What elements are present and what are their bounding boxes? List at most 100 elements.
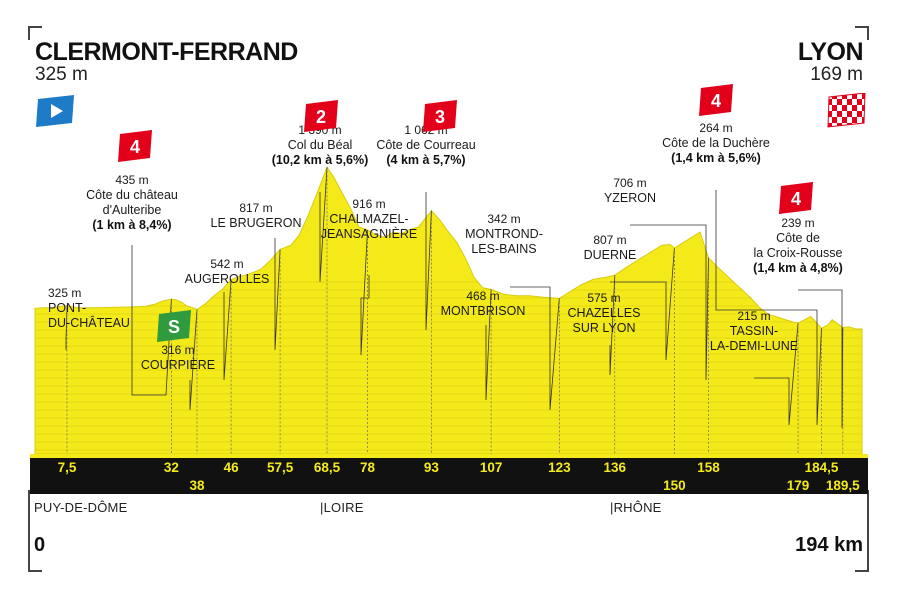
finish-checkered-flag-icon	[827, 93, 866, 128]
checker-square	[842, 93, 847, 99]
distance-tick-label: 7,5	[58, 460, 77, 475]
climb-detail: (4 km à 5,7%)	[386, 153, 465, 167]
checker-square	[857, 93, 862, 99]
finish-city: LYON	[797, 38, 864, 66]
checker-square	[828, 123, 832, 127]
waypoint-label-line: YZERON	[604, 191, 656, 205]
checker-square	[847, 117, 852, 123]
climb-category-number: 3	[435, 107, 445, 127]
department-puy-de-dome: PUY-DE-DÔME	[34, 500, 128, 515]
distance-tick-label: 68,5	[314, 460, 341, 475]
checker-square	[837, 123, 842, 127]
checker-square	[862, 99, 865, 105]
checker-square	[857, 117, 862, 123]
waypoint-leader-line	[189, 309, 198, 411]
waypoint-label-line: SUR LYON	[573, 321, 636, 335]
waypoint-leader-line	[223, 279, 232, 381]
checker-square	[847, 111, 852, 117]
frame-left-top	[28, 26, 30, 40]
waypoint-label-line: 316 m	[161, 343, 194, 357]
checker-square	[852, 93, 857, 99]
department-rhone: |RHÔNE	[610, 500, 662, 515]
waypoint-label-line: 435 m	[115, 173, 148, 187]
waypoint-label-line: la Croix-Rousse	[754, 246, 843, 260]
waypoint-label-line: 342 m	[487, 212, 520, 226]
waypoint-label-line: COURPIÈRE	[141, 357, 215, 372]
checker-square	[852, 117, 857, 123]
checker-square	[842, 105, 847, 111]
climb-flag-shape	[779, 182, 813, 214]
sprint-S-icon: S	[157, 310, 191, 342]
climb-category-number: 4	[791, 189, 801, 209]
waypoint-label-line: d'Aulteribe	[103, 203, 162, 217]
waypoint-label-line: 468 m	[466, 289, 499, 303]
waypoint-label-line: 817 m	[239, 201, 272, 215]
waypoint-leader-line	[609, 275, 616, 376]
checker-square	[842, 99, 847, 105]
department-loire-label: LOIRE	[323, 500, 364, 515]
waypoint-label-line: TASSIN-	[730, 324, 778, 338]
finish-altitude: 169 m	[810, 64, 863, 85]
checker-square	[862, 111, 865, 117]
frame-top-right	[855, 26, 869, 28]
distance-tick-label: 32	[164, 460, 179, 475]
waypoint-leader-line	[610, 247, 675, 361]
waypoint-leader-line	[485, 289, 492, 401]
frame-right	[867, 490, 869, 572]
climb-detail: (1 km à 8,4%)	[92, 218, 171, 232]
department-loire: |LOIRE	[320, 500, 364, 515]
distance-tick-label: 184,5	[805, 460, 839, 475]
waypoint-leader-line	[360, 229, 370, 356]
waypoint-leader-line	[510, 286, 560, 411]
distance-tick-label: 150	[663, 478, 686, 493]
waypoint-label-line: DU-CHÂTEAU	[48, 315, 130, 330]
checker-square	[852, 105, 857, 111]
climb-category-number: 4	[130, 137, 140, 157]
waypoint-label-line: Côte de la Duchère	[662, 136, 770, 150]
waypoint-leader-line	[754, 322, 799, 426]
start-distance: 0	[34, 534, 46, 556]
waypoint-leader-line	[630, 224, 709, 381]
waypoint-leader-line	[425, 192, 432, 331]
checker-square	[837, 105, 842, 111]
waypoint-label-line: MONTROND-	[465, 227, 543, 241]
distance-tick-label: 158	[697, 460, 720, 475]
distance-tick-label: 123	[548, 460, 571, 475]
checker-square	[857, 105, 862, 111]
checker-square	[862, 93, 865, 99]
checker-square	[852, 111, 857, 117]
checker-square	[857, 111, 862, 117]
waypoint-label-line: PONT-	[48, 301, 86, 315]
climb-detail: (1,4 km à 4,8%)	[753, 261, 843, 275]
waypoint-label-line: 215 m	[737, 309, 770, 323]
waypoint-leader-line	[715, 190, 822, 426]
start-flag-icon	[36, 95, 74, 127]
frame-right-top	[867, 26, 869, 40]
distance-tick-label: 136	[603, 460, 626, 475]
climb-flag-shape	[423, 100, 457, 132]
frame-bottom-left	[28, 570, 42, 572]
waypoint-label-line: JEANSAGNIÈRE	[321, 226, 418, 241]
frame-top-left	[28, 26, 42, 28]
finish-distance: 194 km	[795, 534, 863, 556]
waypoint-leader-line	[319, 167, 328, 283]
frame-left	[28, 490, 30, 572]
checker-square	[832, 117, 837, 123]
checker-square	[828, 111, 832, 117]
waypoint-leader-line	[274, 238, 281, 351]
waypoint-label-line: 575 m	[587, 291, 620, 305]
waypoint-label-line: DUERNE	[584, 248, 637, 262]
department-rhone-label: RHÔNE	[613, 500, 662, 515]
checker-square	[847, 99, 852, 105]
sprint-flag-shape	[157, 310, 191, 342]
climb-category-number: 2	[316, 107, 326, 127]
checker-square	[828, 105, 832, 111]
waypoint-label-line: Côte de Courreau	[376, 138, 475, 152]
checker-square	[862, 105, 865, 111]
checker-square	[828, 117, 832, 123]
sprint-letter: S	[168, 317, 180, 337]
climb-flag-shape	[118, 130, 152, 162]
waypoint-label-line: 706 m	[613, 176, 646, 190]
